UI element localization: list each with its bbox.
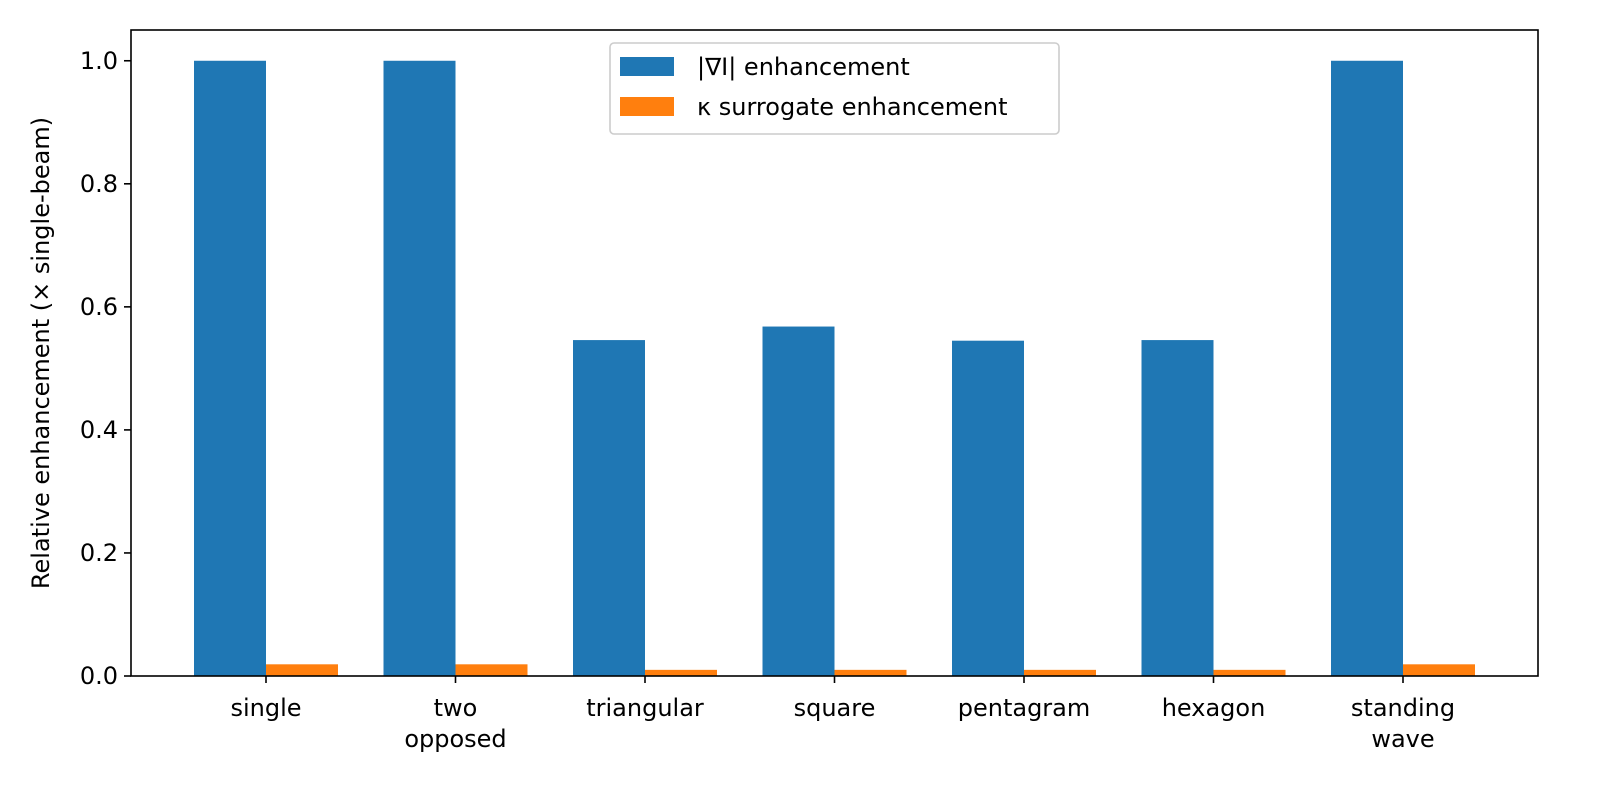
y-tick-label: 0.0 (80, 662, 118, 690)
x-tick-label: hexagon (1162, 694, 1266, 722)
x-tick-label: triangular (586, 694, 704, 722)
bar-series-2-category-2 (455, 664, 528, 676)
x-tick-label: standing (1351, 694, 1455, 722)
bar-series-2-category-1 (266, 664, 338, 676)
bar-series-2-category-7 (1403, 664, 1475, 676)
y-tick-label: 0.2 (80, 539, 118, 567)
x-tick-label: square (794, 694, 876, 722)
bar-series-1-category-3 (573, 340, 645, 676)
bar-series-1-category-2 (383, 60, 456, 677)
bar-series-2-category-3 (645, 669, 717, 676)
bar-series-1-category-6 (1141, 340, 1214, 676)
bar-series-2-category-6 (1213, 669, 1286, 676)
legend: |∇I| enhancement κ surrogate enhancement (609, 42, 1060, 135)
plot-frame (130, 29, 1539, 677)
bar-series-1-category-5 (952, 340, 1024, 676)
y-tick-label: 0.4 (80, 416, 118, 444)
y-axis: 0.0 0.2 0.4 0.6 0.8 1.0 (80, 47, 131, 690)
y-axis-title: Relative enhancement (× single-beam) (27, 117, 55, 589)
bar-series-1-category-7 (1331, 60, 1403, 677)
bars-group (194, 60, 1475, 677)
bar-series-1-category-1 (194, 60, 266, 677)
x-axis: single two opposed triangular square pentagra… (230, 676, 1455, 753)
legend-box (609, 42, 1060, 135)
legend-swatch-2 (620, 97, 674, 116)
bar-series-2-category-5 (1024, 669, 1096, 676)
bar-series-2-category-4 (834, 669, 907, 676)
y-tick-label: 1.0 (80, 47, 118, 75)
x-tick-label: opposed (404, 725, 506, 753)
y-tick-label: 0.8 (80, 170, 118, 198)
legend-label-1: |∇I| enhancement (697, 53, 910, 81)
x-tick-label: pentagram (958, 694, 1091, 722)
x-tick-label: wave (1371, 725, 1434, 753)
x-tick-label: single (230, 694, 301, 722)
bar-series-1-category-4 (762, 326, 835, 676)
legend-label-2: κ surrogate enhancement (697, 93, 1008, 121)
y-tick-label: 0.6 (80, 293, 118, 321)
x-tick-label: two (434, 694, 478, 722)
legend-swatch-1 (620, 57, 674, 76)
